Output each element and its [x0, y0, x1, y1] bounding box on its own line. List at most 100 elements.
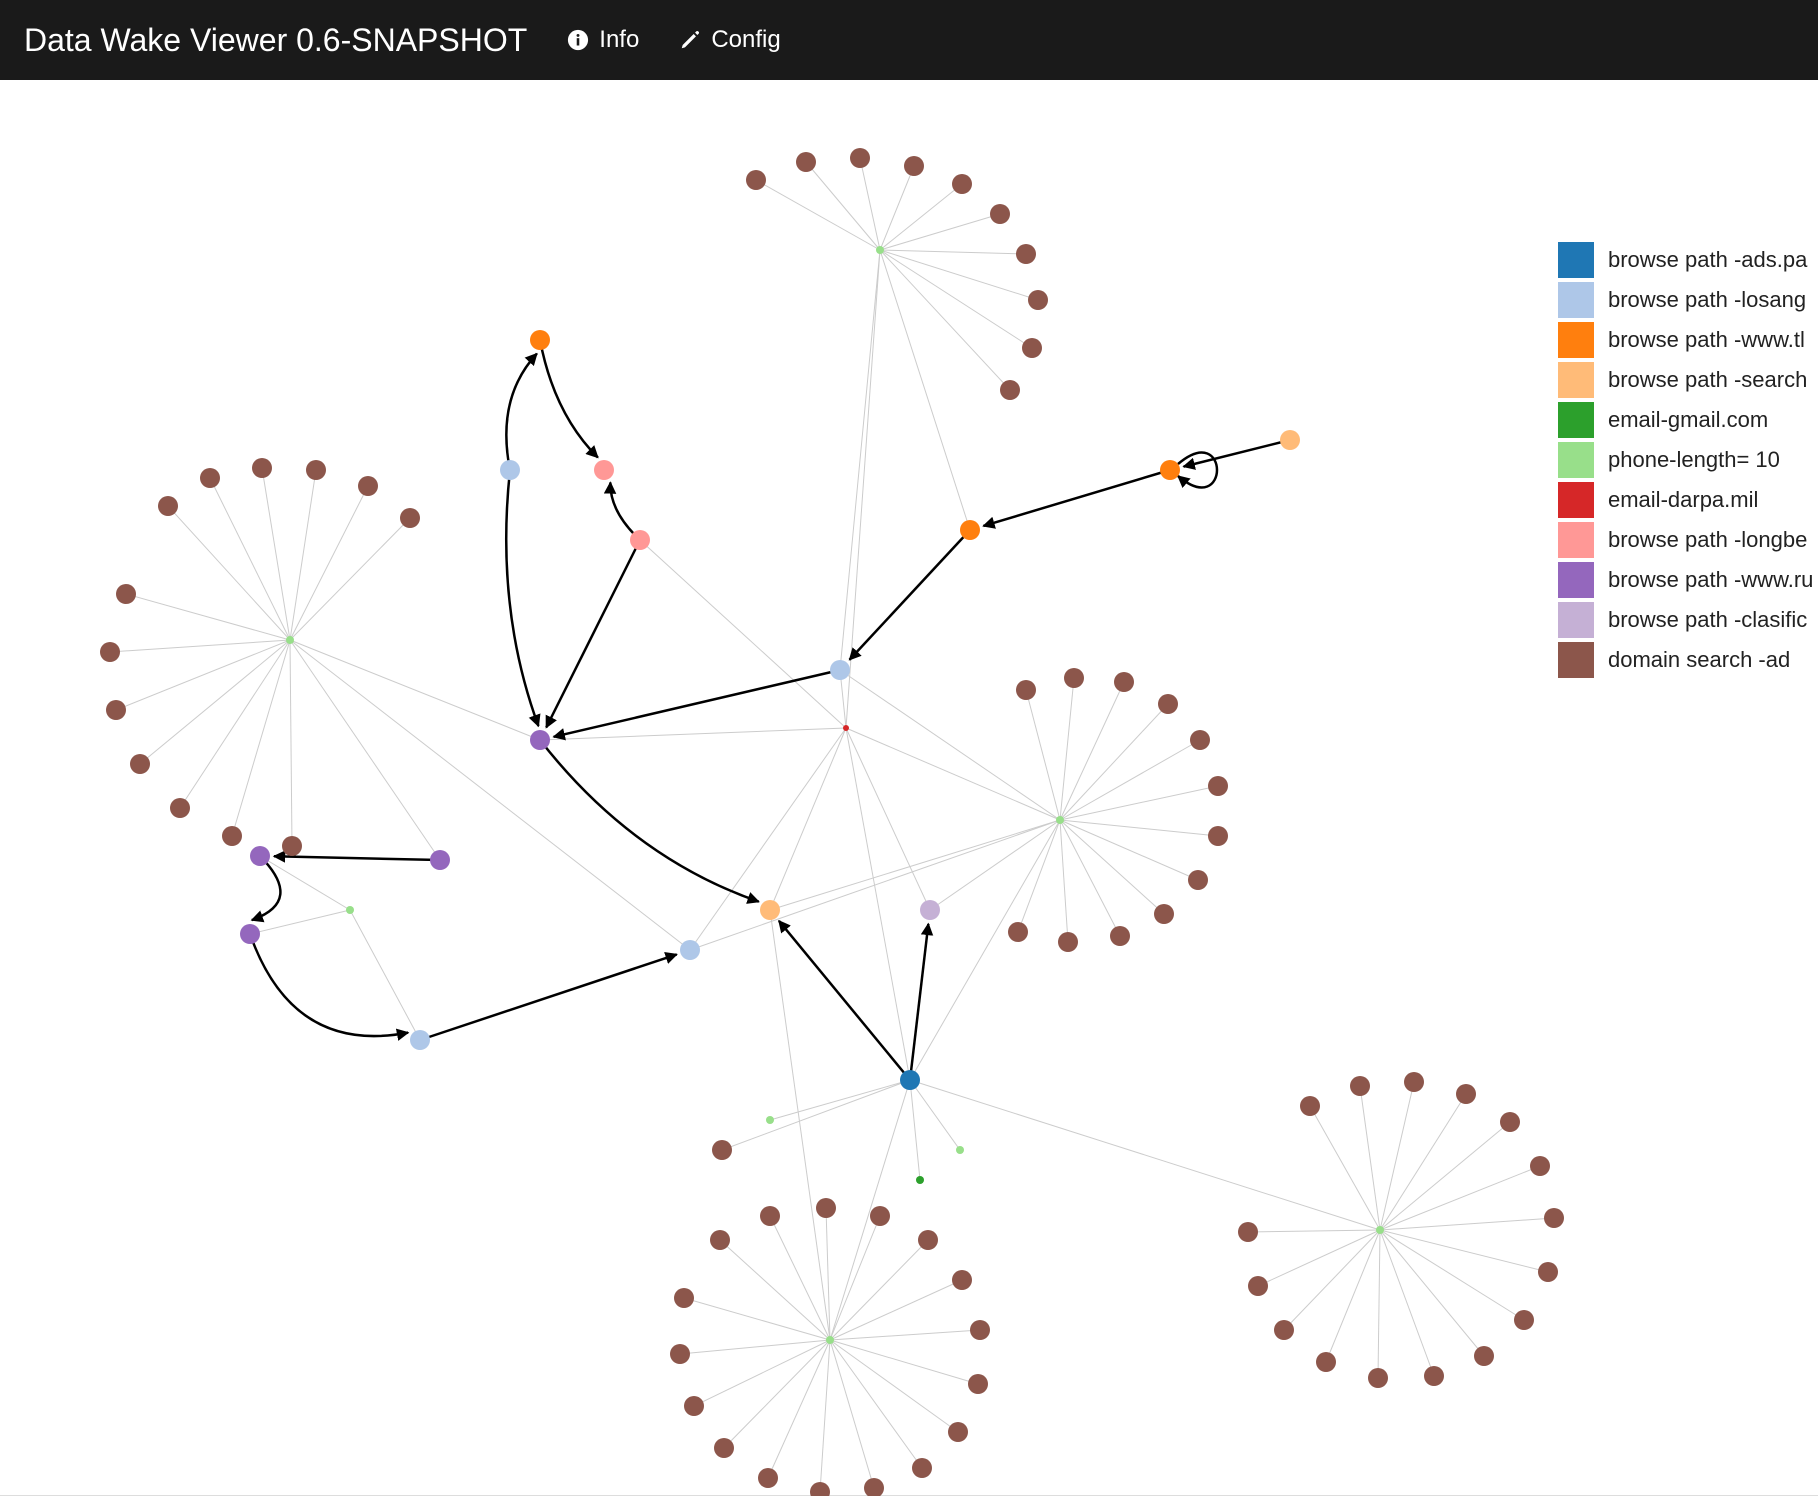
graph-node[interactable] [222, 826, 242, 846]
graph-node[interactable] [864, 1478, 884, 1496]
graph-node[interactable] [1238, 1222, 1258, 1242]
graph-node[interactable] [1404, 1072, 1424, 1092]
graph-node[interactable] [810, 1482, 830, 1496]
graph-node[interactable] [1350, 1076, 1370, 1096]
graph-node[interactable] [826, 1336, 834, 1344]
graph-node[interactable] [816, 1198, 836, 1218]
graph-node[interactable] [530, 330, 550, 350]
graph-node[interactable] [346, 906, 354, 914]
graph-node[interactable] [1154, 904, 1174, 924]
graph-node[interactable] [1514, 1310, 1534, 1330]
graph-node[interactable] [968, 1374, 988, 1394]
graph-node[interactable] [240, 924, 260, 944]
graph-node[interactable] [106, 700, 126, 720]
graph-node[interactable] [594, 460, 614, 480]
graph-node[interactable] [990, 204, 1010, 224]
graph-node[interactable] [710, 1230, 730, 1250]
graph-node[interactable] [500, 460, 520, 480]
graph-node[interactable] [1008, 922, 1028, 942]
graph-node[interactable] [1028, 290, 1048, 310]
legend-item[interactable]: browse path -www.ru [1558, 560, 1818, 600]
graph-node[interactable] [1544, 1208, 1564, 1228]
graph-node[interactable] [960, 520, 980, 540]
graph-area[interactable]: browse path -ads.pabrowse path -losangbr… [0, 80, 1818, 1496]
graph-node[interactable] [904, 156, 924, 176]
graph-node[interactable] [1114, 672, 1134, 692]
graph-node[interactable] [410, 1030, 430, 1050]
graph-node[interactable] [1316, 1352, 1336, 1372]
graph-node[interactable] [952, 174, 972, 194]
graph-node[interactable] [746, 170, 766, 190]
legend-item[interactable]: browse path -longbe [1558, 520, 1818, 560]
legend-item[interactable]: email-darpa.mil [1558, 480, 1818, 520]
graph-node[interactable] [158, 496, 178, 516]
graph-node[interactable] [286, 636, 294, 644]
legend-item[interactable]: browse path -search [1558, 360, 1818, 400]
graph-node[interactable] [430, 850, 450, 870]
graph-node[interactable] [1064, 668, 1084, 688]
graph-node[interactable] [850, 148, 870, 168]
graph-node[interactable] [1158, 694, 1178, 714]
graph-node[interactable] [200, 468, 220, 488]
graph-node[interactable] [116, 584, 136, 604]
graph-node[interactable] [1530, 1156, 1550, 1176]
graph-node[interactable] [948, 1422, 968, 1442]
graph-node[interactable] [1538, 1262, 1558, 1282]
legend-item[interactable]: browse path -losang [1558, 280, 1818, 320]
graph-node[interactable] [920, 900, 940, 920]
info-link[interactable]: Info [567, 26, 639, 54]
graph-node[interactable] [680, 940, 700, 960]
graph-node[interactable] [1016, 244, 1036, 264]
graph-node[interactable] [900, 1070, 920, 1090]
graph-node[interactable] [358, 476, 378, 496]
graph-node[interactable] [1208, 826, 1228, 846]
graph-node[interactable] [918, 1230, 938, 1250]
graph-node[interactable] [830, 660, 850, 680]
graph-node[interactable] [1300, 1096, 1320, 1116]
graph-node[interactable] [796, 152, 816, 172]
graph-node[interactable] [952, 1270, 972, 1290]
graph-node[interactable] [714, 1438, 734, 1458]
legend-item[interactable]: email-gmail.com [1558, 400, 1818, 440]
graph-node[interactable] [1376, 1226, 1384, 1234]
graph-node[interactable] [684, 1396, 704, 1416]
graph-node[interactable] [282, 836, 302, 856]
graph-node[interactable] [760, 1206, 780, 1226]
graph-node[interactable] [870, 1206, 890, 1226]
graph-node[interactable] [306, 460, 326, 480]
graph-node[interactable] [1474, 1346, 1494, 1366]
graph-node[interactable] [956, 1146, 964, 1154]
graph-node[interactable] [916, 1176, 924, 1184]
graph-node[interactable] [1110, 926, 1130, 946]
graph-node[interactable] [1188, 870, 1208, 890]
graph-node[interactable] [1208, 776, 1228, 796]
graph-node[interactable] [252, 458, 272, 478]
graph-node[interactable] [843, 725, 849, 731]
graph-node[interactable] [760, 900, 780, 920]
graph-node[interactable] [970, 1320, 990, 1340]
graph-node[interactable] [630, 530, 650, 550]
graph-node[interactable] [1424, 1366, 1444, 1386]
config-link[interactable]: Config [679, 26, 780, 54]
graph-node[interactable] [766, 1116, 774, 1124]
graph-node[interactable] [1022, 338, 1042, 358]
network-graph[interactable] [0, 80, 1818, 1496]
graph-node[interactable] [876, 246, 884, 254]
graph-node[interactable] [674, 1288, 694, 1308]
graph-node[interactable] [130, 754, 150, 774]
graph-node[interactable] [530, 730, 550, 750]
graph-node[interactable] [1368, 1368, 1388, 1388]
graph-node[interactable] [1280, 430, 1300, 450]
graph-node[interactable] [1500, 1112, 1520, 1132]
graph-node[interactable] [1456, 1084, 1476, 1104]
graph-node[interactable] [1000, 380, 1020, 400]
graph-node[interactable] [170, 798, 190, 818]
graph-node[interactable] [1056, 816, 1064, 824]
graph-node[interactable] [100, 642, 120, 662]
graph-node[interactable] [1016, 680, 1036, 700]
legend-item[interactable]: phone-length= 10 [1558, 440, 1818, 480]
legend-item[interactable]: browse path -www.tl [1558, 320, 1818, 360]
legend-item[interactable]: browse path -clasific [1558, 600, 1818, 640]
graph-node[interactable] [712, 1140, 732, 1160]
graph-node[interactable] [670, 1344, 690, 1364]
